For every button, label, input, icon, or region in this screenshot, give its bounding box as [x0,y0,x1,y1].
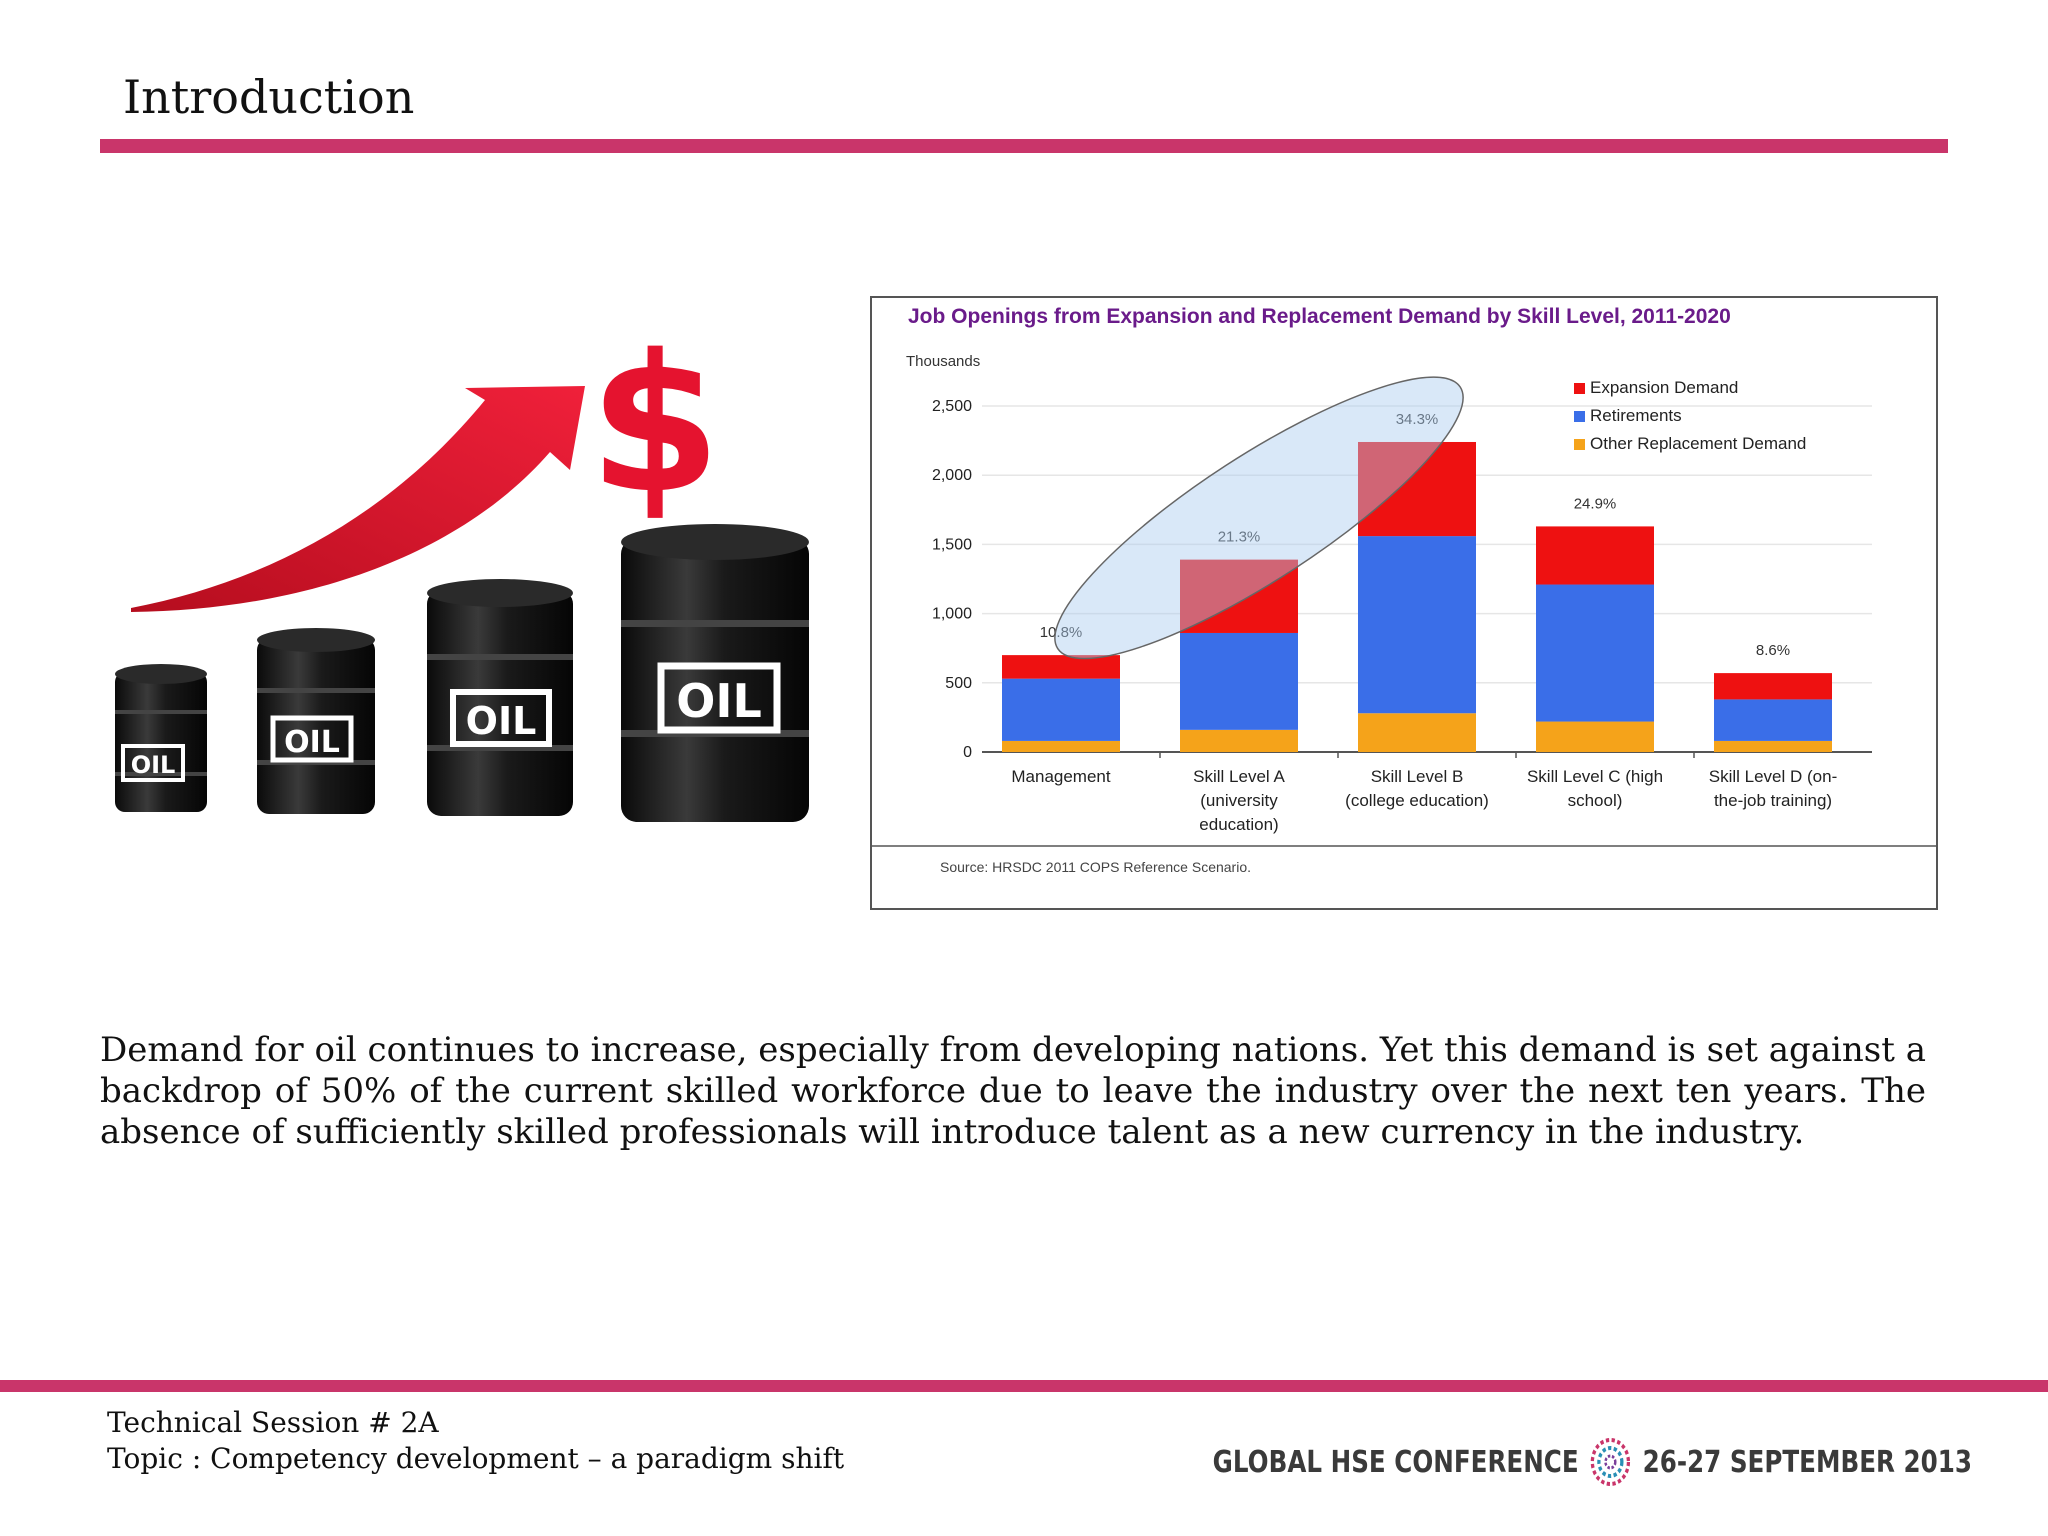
chart-title: Job Openings from Expansion and Replacem… [908,305,1731,328]
x-tick-label: education) [1199,815,1278,834]
svg-text:OIL: OIL [466,699,537,743]
chart-canvas: Job Openings from Expansion and Replacem… [872,305,1936,875]
slide-title: Introduction [123,70,415,124]
chart-source: Source: HRSDC 2011 COPS Reference Scenar… [940,859,1251,875]
bar-segment [1536,526,1654,585]
legend-swatch [1574,439,1585,450]
y-tick-label: 2,000 [932,467,972,484]
oil-barrel-xlarge: OIL [621,524,809,822]
conference-branding: GLOBAL HSE CONFERENCE 26-27 SEPTEMBER 20… [1213,1432,1972,1492]
y-tick-label: 0 [963,744,972,761]
topic-label: Topic : Competency development – a parad… [107,1442,845,1475]
legend-label: Other Replacement Demand [1590,434,1806,453]
svg-text:OIL: OIL [284,725,340,760]
oil-barrels-illustration: $ OIL OIL OIL [95,290,835,850]
data-label: 34.3% [1396,411,1439,428]
x-tick-label: Skill Level C (high [1527,767,1663,786]
bar-segment [1002,655,1120,679]
x-tick-label: Skill Level B [1371,767,1464,786]
footer-info: Technical Session # 2A Topic : Competenc… [107,1405,844,1477]
legend-label: Expansion Demand [1590,378,1738,397]
data-label: 10.8% [1040,624,1083,641]
bar-segment [1180,729,1298,752]
y-axis-label: Thousands [906,353,980,370]
y-tick-label: 1,000 [932,606,972,623]
growth-arrow-icon [131,386,585,612]
y-tick-label: 1,500 [932,536,972,553]
dollar-sign-icon: $ [589,314,721,535]
title-divider [100,139,1948,153]
legend-swatch [1574,411,1585,422]
bar-segment [1002,678,1120,741]
bar-segment [1358,441,1476,537]
data-label: 21.3% [1218,529,1261,546]
conference-logo-icon [1590,1438,1631,1486]
session-label: Technical Session # 2A [107,1406,439,1439]
x-tick-label: the-job training) [1714,791,1832,810]
legend-swatch [1574,383,1585,394]
conference-name: GLOBAL HSE CONFERENCE [1212,1444,1579,1480]
bar-segment [1358,536,1476,714]
svg-text:OIL: OIL [676,674,762,728]
x-tick-label: (university [1200,791,1278,810]
body-paragraph: Demand for oil continues to increase, es… [100,1030,1926,1152]
job-openings-chart: Job Openings from Expansion and Replacem… [870,296,1938,910]
bar-segment [1358,713,1476,752]
y-tick-label: 2,500 [932,398,972,415]
y-tick-label: 500 [945,675,972,692]
x-tick-label: (college education) [1345,791,1489,810]
conference-dates: 26-27 SEPTEMBER 2013 [1642,1444,1972,1480]
x-tick-label: Management [1011,767,1111,786]
oil-barrel-large: OIL [427,579,573,816]
highlight-ellipse [1054,376,1464,660]
bar-segment [1714,699,1832,741]
data-label: 8.6% [1756,642,1790,659]
legend-label: Retirements [1590,406,1682,425]
bar-segment [1002,740,1120,752]
x-tick-label: Skill Level A [1193,767,1285,786]
bar-segment [1714,673,1832,700]
x-tick-label: Skill Level D (on- [1709,767,1838,786]
oil-growth-graphic: $ OIL OIL OIL [115,314,809,822]
x-tick-label: school) [1568,791,1623,810]
footer-divider [0,1380,2048,1392]
oil-barrel-small: OIL [115,664,207,812]
svg-text:OIL: OIL [131,751,176,779]
bar-segment [1536,721,1654,752]
bar-segment [1714,740,1832,752]
data-label: 24.9% [1574,495,1617,512]
oil-barrel-medium: OIL [257,628,375,814]
bar-segment [1536,584,1654,722]
bar-segment [1180,559,1298,633]
bar-segment [1180,632,1298,730]
